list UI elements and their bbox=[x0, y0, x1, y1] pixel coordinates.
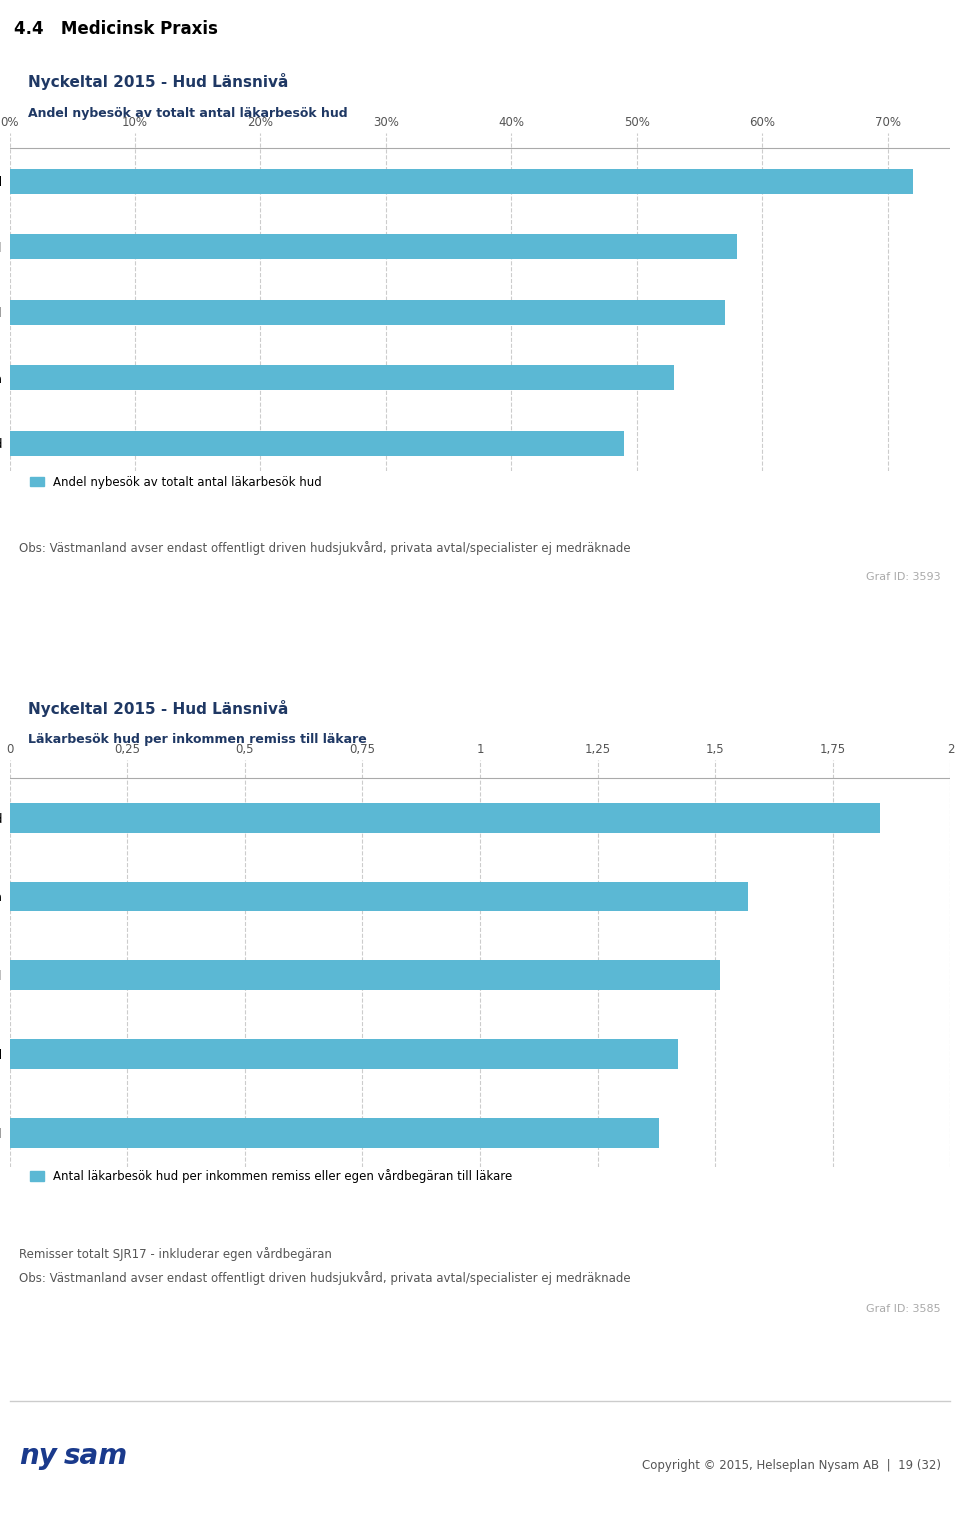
Text: Obs: Västmanland avser endast offentligt driven hudsjukvård, privata avtal/speci: Obs: Västmanland avser endast offentligt… bbox=[19, 1271, 631, 1284]
Bar bbox=[10, 1040, 678, 1069]
Text: Andel nybesök av totalt antal läkarbesök hud: Andel nybesök av totalt antal läkarbesök… bbox=[29, 107, 348, 119]
Text: Nyckeltal 2015 - Hud Länsnivå: Nyckeltal 2015 - Hud Länsnivå bbox=[29, 73, 289, 90]
Bar bbox=[10, 300, 725, 324]
Text: 4.4   Medicinsk Praxis: 4.4 Medicinsk Praxis bbox=[14, 20, 218, 38]
Legend: Antal läkarbesök hud per inkommen remiss eller egen vårdbegäran till läkare: Antal läkarbesök hud per inkommen remiss… bbox=[25, 1165, 517, 1188]
Text: Remisser totalt SJR17 - inkluderar egen vårdbegäran: Remisser totalt SJR17 - inkluderar egen … bbox=[19, 1246, 332, 1261]
Text: Obs: Västmanland avser endast offentligt driven hudsjukvård, privata avtal/speci: Obs: Västmanland avser endast offentligt… bbox=[19, 541, 631, 555]
Legend: Andel nybesök av totalt antal läkarbesök hud: Andel nybesök av totalt antal läkarbesök… bbox=[25, 471, 326, 494]
Bar bbox=[10, 960, 720, 991]
Bar bbox=[10, 365, 675, 390]
Bar bbox=[10, 234, 737, 258]
Text: Nyckeltal 2015 - Hud Länsnivå: Nyckeltal 2015 - Hud Länsnivå bbox=[29, 700, 289, 717]
Text: ny: ny bbox=[19, 1442, 57, 1469]
Bar bbox=[10, 1118, 659, 1148]
Bar bbox=[10, 431, 624, 456]
Bar bbox=[10, 803, 879, 833]
Text: Graf ID: 3593: Graf ID: 3593 bbox=[866, 572, 941, 581]
Text: sam: sam bbox=[64, 1442, 129, 1469]
Text: Läkarbesök hud per inkommen remiss till läkare: Läkarbesök hud per inkommen remiss till … bbox=[29, 734, 367, 746]
Bar bbox=[10, 168, 913, 194]
Text: Copyright © 2015, Helseplan Nysam AB  |  19 (32): Copyright © 2015, Helseplan Nysam AB | 1… bbox=[642, 1459, 941, 1472]
Text: Graf ID: 3585: Graf ID: 3585 bbox=[866, 1304, 941, 1313]
Bar bbox=[10, 882, 748, 911]
